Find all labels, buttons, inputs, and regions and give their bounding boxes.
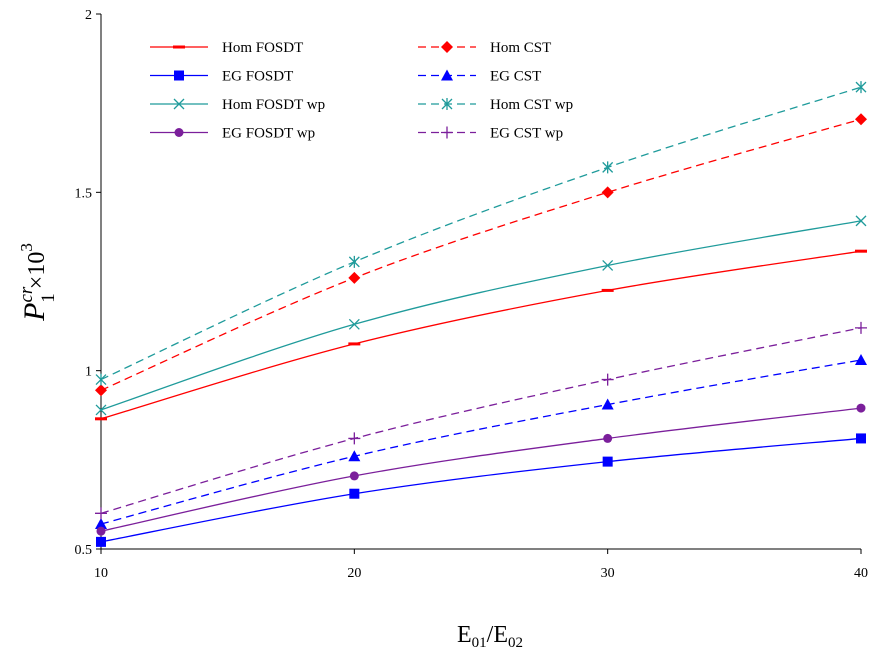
- legend-marker: [174, 70, 184, 81]
- legend-label: Hom CST: [490, 40, 551, 56]
- data-point-hom-cst-wp: [602, 161, 614, 174]
- x-tick-label: 10: [94, 566, 108, 581]
- data-point-eg-fosdt-wp: [349, 471, 359, 481]
- legend-label: Hom CST wp: [490, 97, 573, 113]
- y-tick-label: 1.5: [75, 186, 93, 201]
- legend-label: Hom FOSDT wp: [222, 97, 325, 113]
- legend-entry-eg-fosdt-wp: EG FOSDT wp: [150, 126, 315, 142]
- legend-entry-eg-cst: EG CST: [418, 69, 541, 85]
- x-tick-label: 20: [347, 566, 361, 581]
- legend-marker: [441, 69, 453, 81]
- series-eg-cst-wp: [95, 321, 867, 520]
- series-hom-fosdt-wp: [95, 215, 867, 416]
- series-hom-cst: [95, 113, 867, 397]
- data-point-hom-cst: [348, 271, 361, 284]
- series-eg-fosdt: [96, 433, 866, 547]
- data-point-eg-cst-wp: [95, 507, 107, 520]
- data-point-eg-fosdt: [602, 456, 613, 467]
- data-point-eg-cst: [95, 518, 107, 530]
- y-axis-title-sup: cr: [16, 286, 37, 302]
- series-line-hom-fosdt-wp: [100, 220, 862, 411]
- series-line-eg-fosdt: [100, 437, 862, 543]
- series-eg-cst: [95, 353, 867, 530]
- data-point-hom-cst-wp: [95, 373, 107, 386]
- data-point-eg-fosdt: [349, 488, 360, 499]
- data-point-hom-fosdt-wp: [855, 215, 867, 227]
- x-tick-label: 30: [601, 566, 615, 581]
- legend-label: EG CST: [490, 69, 541, 85]
- series-line-eg-cst-wp: [100, 327, 862, 514]
- y-axis-title-tail: ×10: [24, 252, 50, 290]
- y-axis-title-base: P: [18, 303, 51, 322]
- legend-entry-eg-fosdt: EG FOSDT: [150, 69, 293, 85]
- x-axis-title-sub1: 01: [472, 635, 487, 651]
- data-point-eg-cst-wp: [348, 432, 361, 445]
- x-axis-title-sub2: 02: [508, 635, 523, 651]
- data-point-eg-fosdt-wp: [603, 433, 613, 443]
- y-tick-label: 2: [85, 8, 92, 23]
- y-axis-title-sub: 1: [38, 293, 59, 303]
- data-point-eg-fosdt: [856, 433, 866, 444]
- legend-entry-eg-cst-wp: EG CST wp: [418, 126, 563, 142]
- y-axis-title-group: Pcr1 ×103: [16, 243, 59, 322]
- legend-marker: [441, 126, 453, 139]
- series-line-hom-cst-wp: [100, 86, 862, 381]
- data-point-hom-cst: [855, 113, 867, 126]
- legend-marker: [441, 41, 453, 53]
- legend-marker: [441, 98, 453, 110]
- data-point-eg-fosdt: [96, 536, 106, 547]
- y-axis-title: Pcr1 ×103: [16, 243, 59, 322]
- series-line-eg-cst: [100, 359, 862, 525]
- data-point-hom-fosdt-wp: [602, 259, 614, 271]
- data-point-eg-cst-wp: [601, 373, 614, 386]
- legend-marker: [174, 128, 184, 137]
- data-point-hom-cst-wp: [855, 81, 867, 94]
- data-point-eg-cst: [348, 450, 361, 462]
- data-point-eg-fosdt-wp: [856, 403, 866, 413]
- legend-entry-hom-cst: Hom CST: [418, 40, 551, 56]
- series-layer: [95, 81, 867, 547]
- legend-label: EG FOSDT wp: [222, 126, 315, 142]
- y-tick-label: 0.5: [75, 543, 93, 558]
- series-eg-fosdt-wp: [96, 403, 866, 536]
- legend-label: EG CST wp: [490, 126, 563, 142]
- data-point-eg-fosdt-wp: [96, 526, 106, 536]
- x-tick-label: 40: [854, 566, 868, 581]
- axes: [100, 14, 861, 550]
- y-tick-label: 1: [85, 365, 92, 380]
- data-point-eg-cst: [855, 353, 867, 365]
- x-axis-title-base: E: [457, 622, 472, 648]
- legend-marker: [173, 98, 185, 110]
- legend-label: EG FOSDT: [222, 69, 293, 85]
- ticks: 0.5 1 1.5 2 10 20 30 40: [75, 8, 869, 581]
- y-axis-title-exp: 3: [17, 243, 36, 252]
- data-point-hom-cst: [95, 384, 107, 397]
- data-point-hom-fosdt-wp: [95, 404, 107, 416]
- x-axis-title: E01/E02: [457, 622, 523, 651]
- legend: Hom FOSDT Hom CST EG FOSDT EG CST Hom FOSDT …: [150, 40, 573, 142]
- series-hom-fosdt: [95, 249, 867, 421]
- x-axis-title-sep: /E: [487, 622, 508, 648]
- series-hom-cst-wp: [95, 81, 867, 386]
- data-point-eg-cst-wp: [855, 321, 867, 334]
- legend-entry-hom-fosdt-wp: Hom FOSDT wp: [150, 97, 325, 113]
- data-point-hom-cst: [601, 186, 614, 199]
- legend-entry-hom-fosdt: Hom FOSDT: [150, 40, 303, 56]
- data-point-hom-cst-wp: [348, 255, 360, 268]
- data-point-hom-fosdt-wp: [348, 318, 360, 330]
- series-line-hom-cst: [100, 118, 862, 391]
- series-line-hom-fosdt: [100, 250, 862, 420]
- data-point-eg-cst: [601, 398, 614, 410]
- legend-label: Hom FOSDT: [222, 40, 303, 56]
- series-line-eg-fosdt-wp: [100, 407, 862, 532]
- legend-entry-hom-cst-wp: Hom CST wp: [418, 97, 573, 113]
